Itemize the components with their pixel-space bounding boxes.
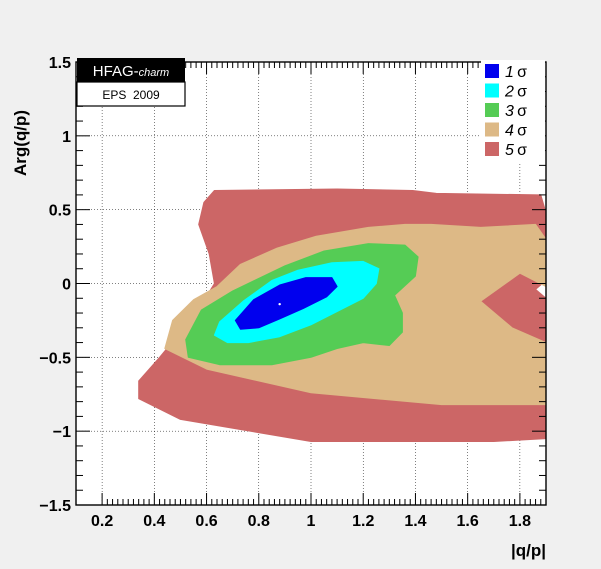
x-tick-label-5: 1.2 <box>352 513 374 530</box>
legend-label-4-sigma: 4 σ <box>505 123 527 140</box>
best-fit-marker <box>278 302 281 306</box>
y-tick-label-5: 1 <box>62 129 71 146</box>
legend-swatch-3-sigma <box>485 103 499 117</box>
legend-swatch-5-sigma <box>485 142 499 156</box>
hfag-badge-subtitle: EPS 2009 <box>102 88 160 102</box>
x-tick-label-0: 0.2 <box>91 513 113 530</box>
hfag-badge: HFAG-charm EPS 2009 <box>76 58 186 107</box>
x-axis-title: |q/p| <box>511 541 546 560</box>
x-tick-label-7: 1.6 <box>457 513 479 530</box>
x-tick-label-2: 0.6 <box>195 513 217 530</box>
x-tick-label-4: 1 <box>307 513 316 530</box>
y-axis-title: Arg(q/p) <box>11 110 30 176</box>
y-tick-label-1: −1 <box>53 424 71 441</box>
y-tick-label-3: 0 <box>62 277 71 294</box>
x-tick-label-8: 1.8 <box>509 513 531 530</box>
confidence-regions <box>138 188 547 442</box>
legend-label-2-sigma: 2 σ <box>504 84 527 101</box>
hfag-badge-top <box>77 58 185 82</box>
x-tick-label-3: 0.8 <box>248 513 270 530</box>
y-tick-label-4: 0.5 <box>49 203 71 220</box>
legend-label-1-sigma: 1 σ <box>505 64 527 81</box>
hfag-badge-title: HFAG-charm <box>93 63 169 80</box>
y-tick-label-6: 1.5 <box>49 55 71 72</box>
x-tick-label-1: 0.4 <box>143 513 165 530</box>
legend-swatch-4-sigma <box>485 122 499 137</box>
legend-label-3-sigma: 3 σ <box>505 103 527 120</box>
best-fit-layer <box>278 302 281 306</box>
legend-label-5-sigma: 5 σ <box>505 142 527 159</box>
y-tick-label-2: −0.5 <box>39 350 71 367</box>
y-tick-label-0: −1.5 <box>39 498 71 515</box>
legend-swatch-2-sigma <box>485 83 499 98</box>
legend: 1 σ 2 σ 3 σ 4 σ 5 σ <box>481 60 545 162</box>
x-tick-label-6: 1.4 <box>404 513 426 530</box>
region-1-sigma <box>234 277 338 330</box>
hfag-badge-bottom <box>76 81 186 107</box>
legend-swatch-1-sigma <box>485 64 499 78</box>
